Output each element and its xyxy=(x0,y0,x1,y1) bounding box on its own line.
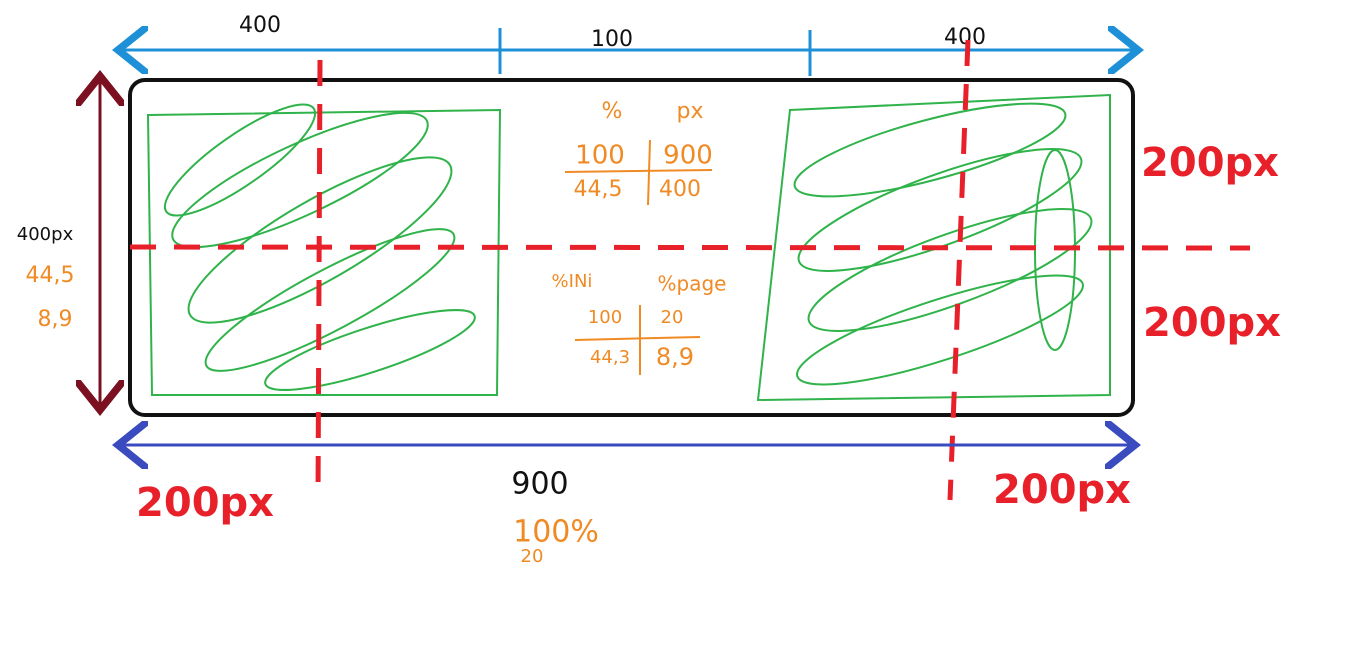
left-center-guide xyxy=(315,59,323,501)
table-cell: 44,5 xyxy=(574,177,623,202)
table-cell: 20 xyxy=(661,307,684,328)
height-percent: 8,9 xyxy=(38,307,73,332)
bottom-right-label: 200px xyxy=(993,467,1131,513)
table-cell: 44,3 xyxy=(590,347,630,368)
table-header: % xyxy=(602,99,623,124)
right-panel xyxy=(756,93,1111,402)
height-percent: 44,5 xyxy=(26,263,75,288)
table-header: %INi xyxy=(552,271,593,292)
bottom-left-label: 200px xyxy=(136,480,274,526)
total-percent: 100% xyxy=(513,515,599,550)
top-dimension: 400 xyxy=(239,13,281,38)
table-cell: 100 xyxy=(588,307,622,328)
table-cell: 400 xyxy=(659,177,701,202)
right-label: 200px xyxy=(1141,140,1279,186)
table-header: %page xyxy=(658,272,727,296)
top-dimension: 400 xyxy=(944,25,986,50)
table-header: px xyxy=(677,99,704,124)
height-label: 400px xyxy=(17,224,74,245)
table-cell: 8,9 xyxy=(656,343,694,371)
right-center-guide xyxy=(947,39,971,501)
top-dimension: 100 xyxy=(591,27,633,52)
page-percent: 20 xyxy=(521,546,544,567)
right-label: 200px xyxy=(1143,300,1281,346)
center-table-2: %INi %page 100 20 44,3 8,9 xyxy=(552,271,727,375)
table-cell: 100 xyxy=(575,141,625,171)
center-table-1: % px 100 900 44,5 400 xyxy=(564,99,713,206)
left-panel xyxy=(146,103,502,396)
center-guide xyxy=(129,244,1251,251)
table-cell: 900 xyxy=(663,141,713,171)
total-width: 900 xyxy=(511,467,568,502)
